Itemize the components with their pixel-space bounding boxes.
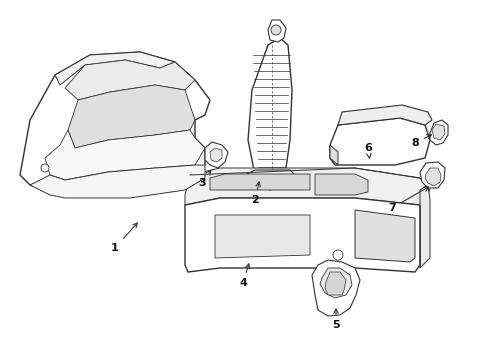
Polygon shape	[330, 145, 338, 165]
Polygon shape	[320, 268, 352, 298]
Polygon shape	[425, 168, 441, 186]
Polygon shape	[65, 60, 195, 100]
Polygon shape	[205, 142, 228, 168]
Polygon shape	[30, 165, 205, 198]
Polygon shape	[210, 148, 222, 162]
Polygon shape	[245, 170, 298, 190]
Text: 7: 7	[388, 187, 429, 213]
Text: 5: 5	[332, 309, 340, 330]
Text: 4: 4	[239, 264, 250, 288]
Circle shape	[333, 250, 343, 260]
Polygon shape	[315, 174, 368, 195]
Polygon shape	[312, 260, 360, 316]
Polygon shape	[432, 124, 445, 140]
Polygon shape	[210, 174, 310, 190]
Text: 3: 3	[198, 170, 211, 188]
Text: 8: 8	[411, 135, 431, 148]
Polygon shape	[55, 52, 175, 85]
Polygon shape	[68, 85, 195, 148]
Text: 1: 1	[111, 223, 137, 253]
Polygon shape	[20, 52, 210, 195]
Polygon shape	[268, 20, 286, 42]
Polygon shape	[185, 198, 420, 272]
Polygon shape	[185, 168, 430, 205]
Polygon shape	[338, 105, 432, 125]
Polygon shape	[355, 210, 415, 262]
Circle shape	[271, 25, 281, 35]
Polygon shape	[215, 215, 310, 258]
Polygon shape	[430, 120, 448, 145]
Text: 2: 2	[251, 182, 260, 205]
Circle shape	[41, 164, 49, 172]
Polygon shape	[248, 38, 292, 180]
Text: 6: 6	[364, 143, 372, 159]
Polygon shape	[325, 272, 346, 295]
Polygon shape	[45, 130, 205, 180]
Polygon shape	[420, 185, 430, 268]
Polygon shape	[330, 118, 430, 165]
Polygon shape	[420, 162, 445, 188]
